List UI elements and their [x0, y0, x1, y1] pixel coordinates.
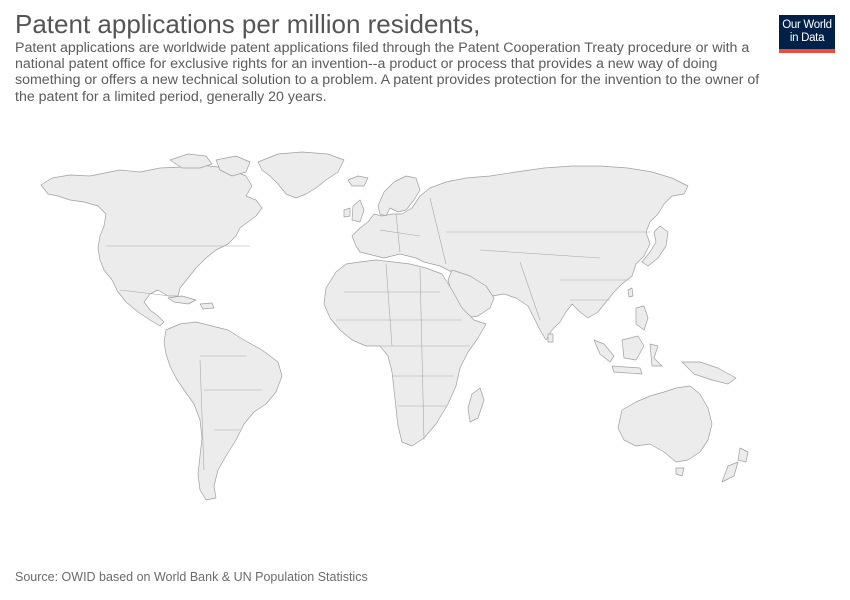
- region-hispaniola[interactable]: [200, 303, 214, 309]
- region-ireland[interactable]: [344, 208, 350, 217]
- region-south-america[interactable]: [164, 322, 282, 500]
- region-new-guinea[interactable]: [682, 362, 736, 384]
- region-madagascar[interactable]: [468, 388, 484, 422]
- region-new-zealand-north[interactable]: [738, 448, 748, 462]
- region-sulawesi[interactable]: [650, 344, 662, 366]
- region-java[interactable]: [612, 366, 642, 374]
- region-arctic-islands[interactable]: [170, 154, 212, 168]
- region-sri-lanka[interactable]: [548, 334, 553, 342]
- region-borneo[interactable]: [622, 336, 644, 360]
- region-tasmania[interactable]: [676, 468, 684, 476]
- region-philippines[interactable]: [636, 306, 648, 330]
- region-great-britain[interactable]: [352, 200, 364, 222]
- region-cuba[interactable]: [168, 296, 196, 304]
- region-sumatra[interactable]: [594, 340, 614, 362]
- region-north-america[interactable]: [41, 165, 262, 326]
- region-greenland[interactable]: [258, 152, 344, 198]
- region-australia[interactable]: [618, 386, 712, 462]
- region-iceland[interactable]: [348, 176, 368, 186]
- region-taiwan[interactable]: [628, 288, 633, 297]
- region-new-zealand-south[interactable]: [722, 462, 738, 482]
- source-note: Source: OWID based on World Bank & UN Po…: [15, 570, 368, 584]
